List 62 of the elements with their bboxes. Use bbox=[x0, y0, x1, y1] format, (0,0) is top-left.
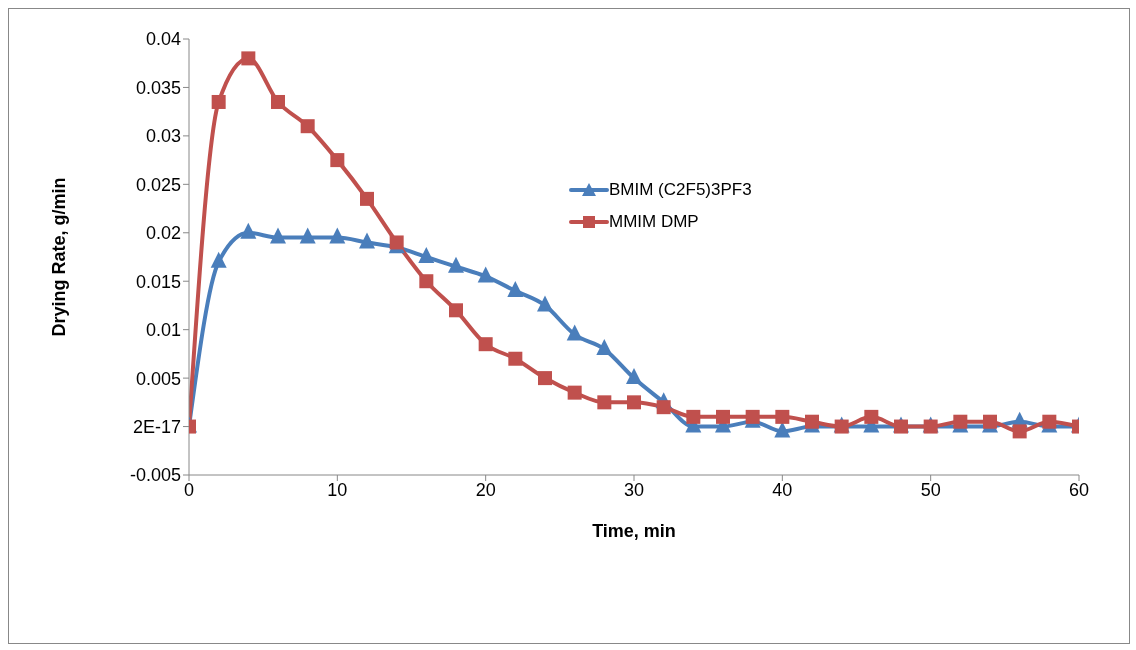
point bbox=[329, 227, 346, 244]
x-tick-label: 0 bbox=[183, 479, 195, 500]
x-tick-label: 40 bbox=[772, 479, 793, 500]
point bbox=[389, 235, 404, 250]
point bbox=[1042, 414, 1057, 429]
legend-label: MMIM DMP bbox=[609, 212, 699, 232]
point bbox=[805, 414, 819, 429]
y-tick-label: 0.01 bbox=[145, 320, 181, 341]
x-tick-label: 30 bbox=[623, 479, 645, 500]
y-tick-label: 0.025 bbox=[135, 174, 181, 195]
y-tick-label: -0.005 bbox=[129, 465, 181, 486]
point bbox=[774, 421, 791, 438]
point bbox=[359, 232, 375, 249]
point bbox=[953, 414, 968, 429]
y-tick-label: 0.03 bbox=[145, 126, 181, 147]
point bbox=[538, 371, 552, 386]
point bbox=[566, 324, 583, 341]
point bbox=[1012, 424, 1027, 439]
point bbox=[596, 339, 613, 356]
point bbox=[418, 247, 435, 263]
x-tick-label: 50 bbox=[920, 479, 941, 500]
point bbox=[449, 303, 463, 318]
y-tick-label: 0.005 bbox=[135, 368, 181, 389]
point bbox=[775, 409, 790, 424]
point bbox=[537, 295, 553, 312]
x-tick-label: 20 bbox=[475, 479, 496, 500]
point bbox=[270, 227, 286, 244]
point bbox=[686, 409, 701, 424]
point bbox=[299, 227, 316, 244]
point bbox=[330, 153, 345, 168]
point bbox=[745, 409, 760, 424]
y-tick-label: 0.04 bbox=[145, 29, 181, 50]
y-tick-label: 0.035 bbox=[135, 77, 181, 98]
y-tick-label: 0.02 bbox=[145, 223, 181, 244]
point bbox=[211, 94, 226, 109]
point bbox=[864, 409, 879, 424]
point bbox=[360, 191, 374, 206]
point bbox=[983, 414, 997, 429]
point bbox=[626, 368, 642, 385]
point bbox=[241, 51, 256, 66]
point bbox=[597, 395, 612, 410]
point bbox=[627, 395, 641, 410]
point bbox=[240, 222, 257, 239]
x-tick-label: 10 bbox=[327, 479, 348, 500]
point bbox=[478, 337, 493, 352]
point bbox=[567, 385, 582, 400]
y-tick-label: 2E-17 bbox=[132, 416, 181, 437]
point bbox=[508, 351, 523, 366]
y-tick-label: 0.015 bbox=[135, 271, 181, 292]
point bbox=[507, 280, 524, 297]
point bbox=[300, 119, 315, 134]
point bbox=[477, 266, 494, 283]
x-tick-label: 60 bbox=[1068, 479, 1090, 500]
point bbox=[448, 256, 464, 273]
point bbox=[656, 400, 671, 415]
point bbox=[716, 409, 730, 424]
point bbox=[210, 251, 227, 268]
y-axis-title: Drying Rate, g/min bbox=[49, 177, 70, 337]
point bbox=[419, 274, 434, 289]
point bbox=[271, 94, 285, 109]
legend-label: BMIM (C2F5)3PF3 bbox=[609, 180, 752, 200]
x-axis-title: Time, min bbox=[592, 521, 676, 541]
